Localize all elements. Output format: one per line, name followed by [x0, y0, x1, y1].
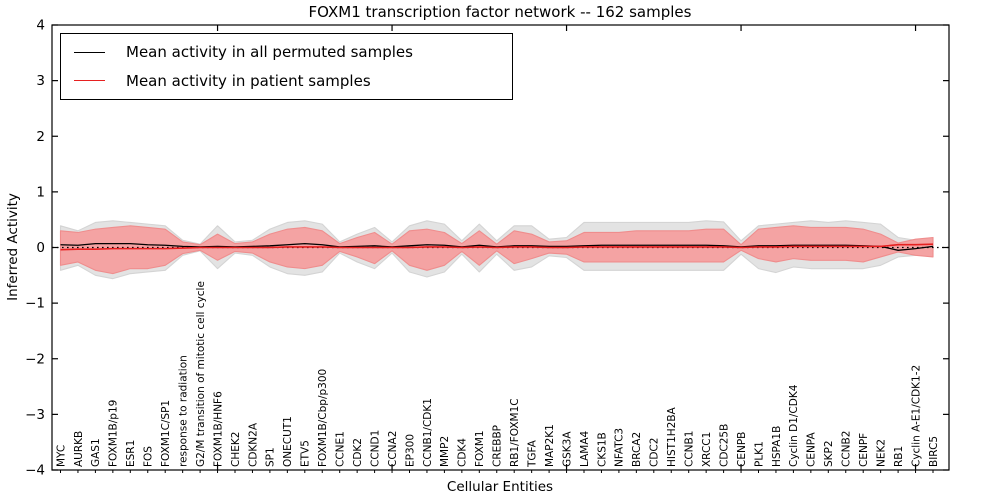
- x-entity-label: CHEK2: [230, 432, 242, 467]
- x-entity-label: CCND1: [369, 430, 381, 467]
- x-entity-label: MMP2: [439, 436, 451, 467]
- x-entity-label: Cyclin D1/CDK4: [788, 384, 800, 467]
- x-entity-label: GSK3A: [561, 431, 573, 467]
- x-entity-label: RB1/FOXM1C: [509, 398, 521, 467]
- x-entity-label: CCNB1: [684, 431, 696, 467]
- x-entity-label: CDC2: [649, 438, 661, 467]
- x-entity-label: EP300: [404, 434, 416, 467]
- x-entity-label: FOXM1C/SP1: [160, 400, 172, 467]
- x-entity-label: MYC: [55, 445, 67, 467]
- x-entity-label: CKS1B: [596, 432, 608, 467]
- x-entity-label: CCNB1/CDK1: [422, 398, 434, 467]
- x-entity-label: CDK4: [457, 438, 469, 467]
- x-entity-label: CREBBP: [492, 425, 504, 467]
- y-tick-label: 3: [36, 73, 45, 89]
- x-entity-label: HIST1H2BA: [666, 406, 678, 467]
- x-entity-label: MAP2K1: [544, 424, 556, 467]
- legend: Mean activity in all permuted samples Me…: [60, 33, 513, 100]
- x-entity-label: FOXM1B/HNF6: [212, 391, 224, 467]
- legend-label-patient: Mean activity in patient samples: [126, 71, 371, 90]
- y-tick-label: −1: [25, 296, 45, 312]
- x-entity-label: RB1: [893, 446, 905, 467]
- x-entity-label: CENPA: [806, 432, 818, 467]
- x-entity-label: CDC25B: [718, 424, 730, 467]
- x-entity-label: NFATC3: [614, 428, 626, 467]
- x-entity-label: Cyclin A-E1/CDK1-2: [910, 365, 922, 467]
- x-entity-label: XRCC1: [701, 432, 713, 467]
- y-tick-label: 1: [36, 184, 45, 200]
- x-entity-label: FOXM1B/p19: [108, 400, 120, 467]
- x-axis-label: Cellular Entities: [446, 479, 554, 495]
- y-tick-label: −3: [25, 407, 45, 423]
- legend-label-permuted: Mean activity in all permuted samples: [126, 43, 413, 62]
- y-tick-label: 4: [36, 18, 45, 34]
- x-entity-label: LAMA4: [579, 430, 591, 467]
- x-entity-label: PLK1: [753, 441, 765, 467]
- y-tick-label: −4: [25, 463, 45, 479]
- y-tick-label: 2: [36, 129, 45, 145]
- legend-line-sample-permuted-icon: [74, 51, 105, 53]
- patient-mean-line: [60, 243, 934, 251]
- x-entity-label: ONECUT1: [282, 416, 294, 467]
- y-tick-label: 0: [36, 240, 45, 256]
- x-entity-label: response to radiation: [177, 355, 189, 467]
- x-entity-label: FOXM1B/Cbp/p300: [317, 369, 329, 467]
- x-entity-label: GAS1: [90, 438, 102, 467]
- x-entity-label: FOXM1: [474, 430, 486, 467]
- x-entity-label: AURKB: [73, 431, 85, 467]
- y-tick-label: −2: [25, 351, 45, 367]
- x-entity-label: HSPA1B: [771, 426, 783, 467]
- x-entity-label: CENPB: [736, 432, 748, 467]
- x-entity-label: G2/M transition of mitotic cell cycle: [195, 281, 207, 467]
- x-entity-label: CDK2: [352, 438, 364, 467]
- x-entity-label: SKP2: [823, 440, 835, 467]
- x-entity-label: BIRC5: [928, 436, 940, 467]
- legend-item-patient: Mean activity in patient samples: [74, 72, 512, 90]
- x-entity-label: NEK2: [875, 439, 887, 467]
- chart-title: FOXM1 transcription factor network -- 16…: [308, 3, 692, 21]
- x-entity-label: ETV5: [300, 440, 312, 467]
- x-entity-label: SP1: [265, 447, 277, 467]
- x-entity-label: TGFA: [526, 439, 538, 468]
- x-entity-label: ESR1: [125, 440, 137, 467]
- patient-range-band: [59, 225, 934, 275]
- x-entity-label: CDKN2A: [247, 422, 259, 467]
- x-entity-label: CENPF: [858, 433, 870, 467]
- legend-line-sample-patient-icon: [74, 80, 105, 82]
- legend-item-permuted: Mean activity in all permuted samples: [74, 43, 512, 61]
- x-entity-label: CCNA2: [387, 431, 399, 467]
- x-entity-label: FOS: [143, 446, 155, 467]
- x-entity-label: CCNE1: [335, 431, 347, 467]
- x-entity-label: BRCA2: [631, 432, 643, 467]
- x-entity-label: CCNB2: [841, 431, 853, 467]
